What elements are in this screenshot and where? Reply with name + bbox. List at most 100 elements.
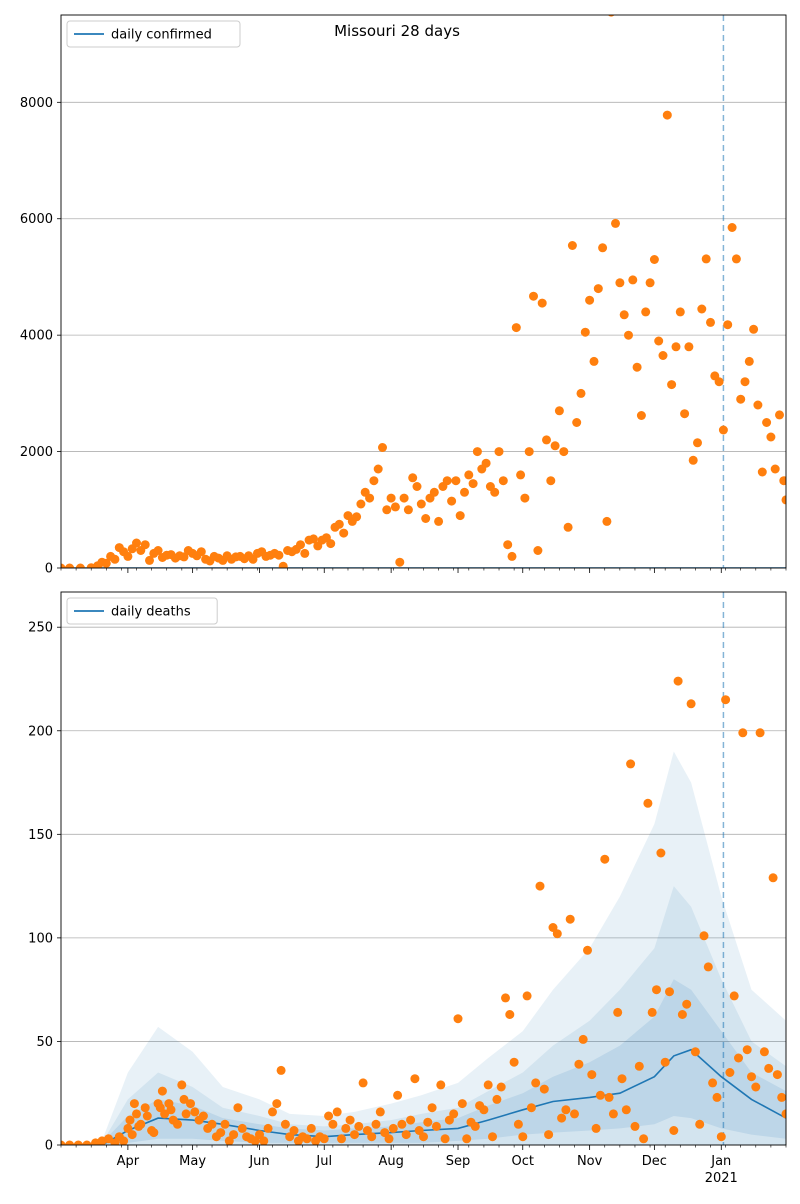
data-point (274, 550, 284, 560)
data-point (626, 759, 636, 769)
data-point (332, 1107, 342, 1117)
data-point (652, 985, 661, 995)
data-point (309, 534, 318, 544)
data-point (624, 330, 633, 340)
data-point (276, 1065, 286, 1075)
data-point (358, 1078, 368, 1088)
data-point (119, 1136, 129, 1145)
data-point (501, 993, 510, 1003)
legend-box (66, 597, 218, 625)
data-point (539, 1084, 549, 1094)
data-point (216, 1128, 226, 1138)
data-point (513, 1119, 523, 1129)
data-point (399, 493, 409, 503)
data-point (529, 291, 538, 301)
data-point (229, 1130, 239, 1140)
data-point (496, 1082, 506, 1092)
data-point (675, 307, 685, 317)
confirmed-panel: 0 2000 4000 6000 8000 daily confirmed (20, 14, 787, 577)
data-point (781, 1109, 786, 1119)
data-point (479, 1105, 489, 1115)
data-point (378, 443, 387, 452)
data-point (617, 1074, 627, 1084)
data-point (572, 418, 582, 427)
data-point (744, 356, 754, 366)
data-point (427, 1103, 437, 1113)
data-point (386, 493, 396, 503)
data-point (759, 1047, 769, 1057)
data-point (671, 342, 681, 352)
data-point (673, 676, 683, 686)
data-point (718, 425, 728, 435)
data-point (690, 1047, 700, 1057)
data-point (369, 476, 379, 486)
data-point (649, 255, 659, 264)
data-point (390, 502, 400, 512)
data-point (772, 1070, 782, 1080)
data-point (516, 470, 526, 480)
data-point (132, 1109, 141, 1119)
data-point (714, 377, 724, 387)
data-point (149, 1128, 159, 1138)
data-point (490, 487, 500, 497)
data-point (104, 1134, 113, 1144)
x-tick-label: Jan (710, 1154, 731, 1169)
data-point (600, 854, 610, 864)
data-point (186, 1099, 195, 1109)
data-point (190, 1107, 200, 1117)
data-point (766, 432, 776, 442)
x-year-label: 2021 (705, 1171, 738, 1186)
data-point (339, 528, 349, 538)
data-point (481, 458, 491, 468)
data-point (693, 438, 702, 448)
data-point (628, 275, 638, 285)
data-point (455, 511, 465, 521)
data-point (712, 1092, 722, 1102)
data-point (731, 254, 741, 264)
data-point (604, 1092, 614, 1102)
data-point (524, 447, 534, 457)
x-tick-label: Jun (248, 1154, 269, 1169)
data-point (179, 1094, 189, 1104)
data-point (507, 551, 517, 561)
data-point (233, 1103, 243, 1113)
data-point (470, 1121, 480, 1131)
data-point (634, 1061, 644, 1071)
data-point (654, 336, 664, 346)
data-point (716, 1132, 726, 1142)
data-point (747, 1072, 756, 1082)
data-point (440, 1134, 450, 1144)
data-point (781, 495, 786, 505)
data-point (462, 1134, 472, 1144)
data-point (142, 1111, 152, 1121)
data-point (762, 418, 772, 427)
data-point (522, 991, 532, 1001)
data-point (518, 1132, 528, 1142)
data-point (546, 476, 556, 486)
x-tick-label: Oct (512, 1154, 534, 1169)
data-point (302, 1134, 312, 1144)
data-point (393, 1090, 403, 1100)
data-point (595, 1090, 605, 1100)
data-point (173, 1119, 182, 1129)
data-point (520, 493, 530, 503)
data-point (734, 1053, 743, 1063)
data-point (123, 551, 133, 561)
data-point (449, 1109, 459, 1119)
legend-label: daily confirmed (111, 28, 212, 43)
y-tick-label: 100 (28, 931, 53, 946)
data-point (608, 1109, 618, 1119)
data-point (697, 304, 707, 314)
data-point (688, 455, 698, 465)
data-point (565, 914, 575, 924)
data-point (408, 473, 418, 483)
data-point (382, 505, 392, 515)
y-tick-label: 0 (45, 1139, 53, 1154)
data-point (703, 962, 713, 972)
data-point (706, 317, 715, 327)
data-point (611, 218, 620, 228)
data-point (738, 728, 748, 738)
data-point (563, 522, 573, 532)
data-point (721, 695, 731, 705)
